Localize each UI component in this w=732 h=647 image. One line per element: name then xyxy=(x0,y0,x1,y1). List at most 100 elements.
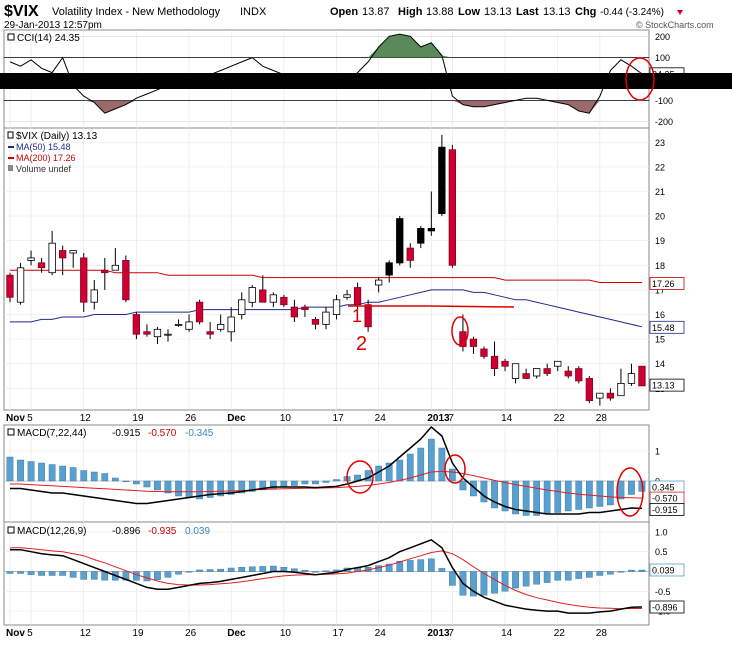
macd1-histogram-bar xyxy=(596,480,604,507)
price-x-tick-label: Nov xyxy=(6,413,25,424)
annotation-line-support xyxy=(348,305,515,308)
chart-exchange: INDX xyxy=(240,6,267,18)
price-tick-label: 22 xyxy=(655,162,665,172)
cci-legend-swatch xyxy=(7,33,15,41)
macd2-x-tick-label: 2013 xyxy=(427,628,450,639)
macd1-histogram-bar xyxy=(101,473,109,482)
candle-body xyxy=(27,257,35,261)
macd1-histogram-bar xyxy=(196,480,203,500)
price-x-tick-label: 28 xyxy=(596,413,608,424)
macd1-histogram-bar xyxy=(175,480,182,497)
macd2-histogram-bar xyxy=(554,571,562,581)
candle-body xyxy=(353,287,362,306)
annotation-circle-macd-end xyxy=(616,467,644,517)
price-x-tick-label: 22 xyxy=(554,413,566,424)
macd2-value-label: 0.039 xyxy=(652,565,675,575)
quote-open-label: Open xyxy=(330,6,358,18)
macd2-histogram-bar xyxy=(206,569,214,572)
cci-tick-label: 100 xyxy=(655,53,670,63)
macd2-histogram-bar xyxy=(17,571,24,574)
candle-body xyxy=(374,279,383,286)
macd1-histogram-bar xyxy=(522,480,530,516)
macd2-histogram-bar xyxy=(291,568,298,572)
price-x-tick-label: 26 xyxy=(185,413,197,424)
quote-open-value: 13.87 xyxy=(362,6,390,18)
quote-chg-label: Chg xyxy=(575,6,596,18)
macd2-histogram-bar xyxy=(238,567,246,572)
candle-body xyxy=(364,304,372,328)
candle-body xyxy=(627,373,636,384)
candle-body xyxy=(480,348,488,357)
macd1-histogram-bar xyxy=(564,480,572,512)
candle-body xyxy=(248,287,256,303)
macd2-histogram-bar xyxy=(164,571,172,578)
macd1-histogram-bar xyxy=(291,480,298,486)
last-price-label-box xyxy=(649,378,685,392)
cci-tick-label: 200 xyxy=(655,32,670,42)
price-tick-label: 20 xyxy=(655,212,665,222)
candle-body xyxy=(111,264,119,271)
ma50-value-label-box xyxy=(649,320,685,334)
cci-legend: CCI(14) 24.35 xyxy=(7,33,80,44)
candle-body xyxy=(48,242,56,274)
price-tick-label: 18 xyxy=(655,261,665,271)
macd2-legend-name: MACD(12,26,9) xyxy=(17,526,86,537)
macd1-histogram-bar xyxy=(628,480,635,495)
macd1-histogram-bar xyxy=(280,480,288,488)
macd1-histogram-bar xyxy=(512,480,519,515)
macd1-histogram-bar xyxy=(554,480,562,513)
candle-body xyxy=(427,227,436,232)
macd2-histogram-bar xyxy=(607,571,614,575)
redaction-bar xyxy=(0,73,732,89)
price-x-tick-label: 17 xyxy=(333,413,345,424)
macd2-x-tick-label: 19 xyxy=(132,628,144,639)
macd2-histogram-bar xyxy=(512,571,519,589)
macd2-histogram-bar xyxy=(6,571,14,574)
macd2-macd-line xyxy=(10,538,643,614)
macd2-histogram-bar xyxy=(491,571,498,594)
candle-body xyxy=(406,247,414,261)
candle-body xyxy=(564,370,572,377)
macd2-histogram-bar xyxy=(428,558,435,572)
macd2-histogram-bar xyxy=(417,559,425,572)
price-x-tick-label: 24 xyxy=(375,413,387,424)
candle-body xyxy=(469,338,478,347)
chart-symbol: $VIX xyxy=(4,3,39,20)
macd2-histogram-bar xyxy=(217,568,225,572)
price-tick-label: 23 xyxy=(655,138,665,148)
macd2-histogram-bar xyxy=(396,561,404,572)
candle-body xyxy=(417,227,425,244)
macd2-histogram-bar xyxy=(406,560,414,572)
candle-body xyxy=(501,360,509,367)
cci-tick-label: -100 xyxy=(655,96,673,106)
macd1-histogram-bar xyxy=(17,459,24,482)
macd1-histogram-bar xyxy=(80,470,88,482)
macd2-histogram-bar xyxy=(196,569,203,572)
macd2-legend: MACD(12,26,9) -0.896 -0.935 0.039 xyxy=(7,526,210,537)
macd2-histogram-bar xyxy=(522,571,530,587)
candle-body xyxy=(438,146,446,214)
macd2-histogram-bar xyxy=(312,571,319,573)
macd2-histogram-bar xyxy=(596,571,604,576)
macd1-histogram-bar xyxy=(154,480,161,491)
ma50-legend-text: MA(50) 15.48 xyxy=(16,142,71,152)
cci-oversold-fill xyxy=(83,100,137,114)
ma200-line xyxy=(10,269,642,283)
cci-legend-text: CCI(14) 24.35 xyxy=(17,33,80,44)
cci-overbought-fill xyxy=(368,34,453,58)
macd1-histogram-bar xyxy=(38,462,45,482)
macd2-x-tick-label: 22 xyxy=(554,628,566,639)
macd1-histogram-bar xyxy=(259,480,267,491)
quote-chg-value: -0.44 (-3.24%) xyxy=(600,7,664,18)
candle-body xyxy=(90,289,98,303)
macd2-histogram-bar xyxy=(470,571,477,597)
macd1-legend: MACD(7,22,44) -0.915 -0.570 -0.345 xyxy=(7,428,214,439)
price-x-tick-label: 19 xyxy=(132,413,144,424)
macd2-histogram-bar xyxy=(543,571,551,583)
candle-body xyxy=(617,382,625,397)
macd2-histogram-bar xyxy=(564,571,572,581)
macd1-legend-swatch xyxy=(7,428,15,436)
macd2-histogram-bar xyxy=(385,563,393,572)
macd1-histogram-bar xyxy=(417,447,425,482)
